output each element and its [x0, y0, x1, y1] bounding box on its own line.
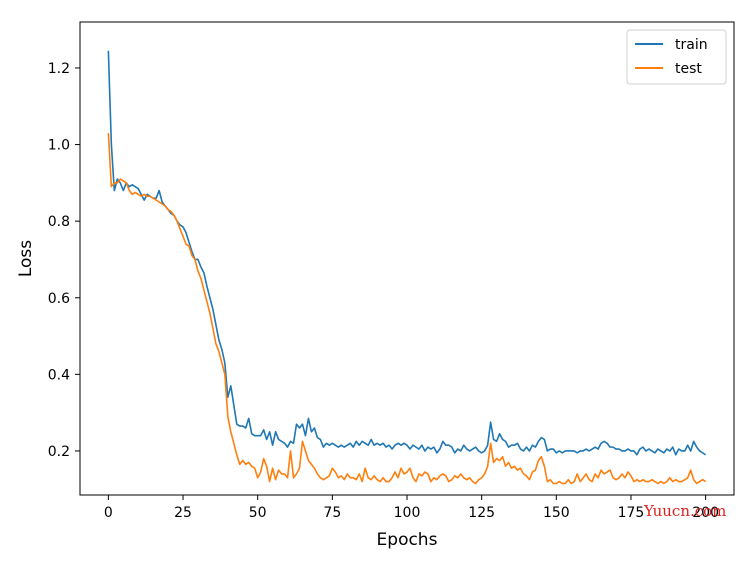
- x-tick-label: 75: [323, 505, 341, 521]
- x-tick-label: 50: [249, 505, 267, 521]
- y-tick-label: 1.2: [48, 61, 70, 77]
- y-tick-label: 0.2: [48, 444, 70, 460]
- series-layer: [107, 50, 707, 485]
- x-axis: 0 25 50 75 100 125 150 175 200: [104, 495, 719, 521]
- series-line-train: [107, 50, 707, 456]
- x-tick-label: 200: [692, 505, 719, 521]
- y-tick-label: 0.6: [48, 291, 70, 307]
- legend: train test: [626, 29, 727, 85]
- x-axis-label: Epochs: [377, 530, 438, 550]
- y-axis-label: Loss: [16, 240, 36, 277]
- legend-label-test: test: [675, 61, 702, 77]
- legend-label-train: train: [675, 37, 708, 53]
- y-axis: 0.2 0.4 0.6 0.8 1.0 1.2: [48, 61, 80, 460]
- y-tick-label: 0.8: [48, 214, 70, 230]
- x-tick-label: 0: [104, 505, 113, 521]
- series-line-test: [107, 133, 707, 485]
- x-tick-label: 150: [543, 505, 570, 521]
- x-tick-label: 175: [618, 505, 645, 521]
- y-tick-label: 0.4: [48, 367, 70, 383]
- x-tick-label: 100: [394, 505, 421, 521]
- watermark-text: Yuucn.com: [643, 502, 726, 520]
- x-tick-label: 125: [468, 505, 495, 521]
- x-tick-label: 25: [174, 505, 192, 521]
- y-tick-label: 1.0: [48, 138, 70, 154]
